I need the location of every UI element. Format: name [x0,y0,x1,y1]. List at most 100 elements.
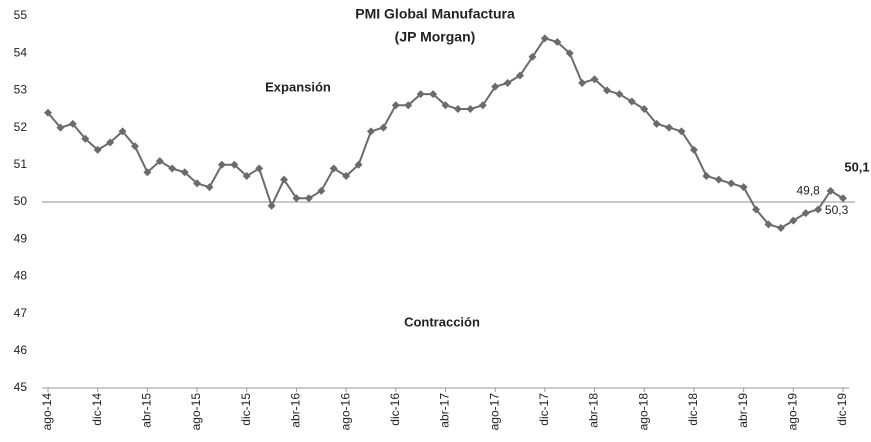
marker [342,171,351,180]
marker [143,168,152,177]
marker [689,145,698,154]
x-tick-label: abr-16 [289,393,303,428]
x-tick-label: abr-18 [587,393,601,428]
marker [615,90,624,99]
marker [565,49,574,58]
y-tick-label: 52 [14,120,28,134]
y-tick-label: 50 [14,194,28,208]
marker [391,101,400,110]
y-tick-label: 48 [14,269,28,283]
marker [155,157,164,166]
marker [665,123,674,132]
marker [503,78,512,87]
marker [68,119,77,128]
marker [329,164,338,173]
x-tick-label: dic-14 [90,393,104,426]
marker [627,97,636,106]
marker [739,183,748,192]
marker [752,205,761,214]
marker [839,194,847,203]
y-tick-label: 49 [14,231,28,245]
annotation: Expansión [265,79,331,94]
marker [379,123,388,132]
marker [56,123,65,132]
y-tick-label: 47 [14,306,28,320]
chart-title: PMI Global Manufactura [355,6,515,22]
marker [590,75,599,84]
data-label: 49,8 [796,184,820,198]
marker [180,168,189,177]
line [47,37,844,230]
marker [702,171,711,180]
marker [106,138,115,147]
y-tick-label: 53 [14,83,28,97]
x-tick-label: dic-19 [835,393,849,426]
marker [764,220,773,229]
marker [429,90,438,99]
x-tick-label: dic-18 [686,393,700,426]
marker [727,179,736,188]
x-tick-label: ago-16 [338,393,352,431]
x-tick-label: dic-17 [537,393,551,426]
marker [714,175,723,184]
marker [404,101,413,110]
marker [118,127,127,136]
marker [217,160,226,169]
marker [292,194,301,203]
y-tick-label: 45 [14,380,28,394]
marker [553,38,562,47]
marker [640,105,649,113]
marker [317,186,326,195]
marker [205,183,214,192]
x-tick-label: abr-17 [438,393,452,428]
y-tick-label: 51 [14,157,28,171]
x-tick-label: dic-16 [388,393,402,426]
marker [81,134,90,143]
marker [491,82,500,91]
y-tick-label: 55 [14,8,28,22]
x-tick-label: ago-19 [785,393,799,431]
marker [528,52,537,61]
marker [242,171,251,180]
marker [354,160,363,169]
marker [801,209,810,218]
marker [416,90,425,99]
data-label: 50,1 [844,160,869,175]
marker [93,145,102,154]
x-tick-label: ago-15 [189,393,203,431]
marker [466,105,475,113]
data-label: 50,3 [825,203,849,217]
marker [441,101,450,110]
x-tick-label: ago-17 [487,393,501,431]
marker [193,179,202,188]
marker [578,78,587,87]
marker [478,101,487,110]
y-tick-label: 54 [14,45,28,59]
x-tick-label: ago-18 [636,393,650,431]
marker [814,205,823,214]
marker [453,105,462,113]
marker [255,164,264,173]
marker [789,216,798,225]
marker [130,142,139,151]
y-tick-label: 46 [14,343,28,357]
marker [826,186,835,195]
marker [267,201,276,210]
marker [304,194,313,203]
x-tick-label: abr-19 [736,393,750,428]
marker [280,175,289,184]
marker [677,127,686,136]
annotation: Contracción [404,314,480,329]
marker [516,71,525,80]
marker [540,34,549,43]
marker [366,127,375,136]
marker [602,86,611,95]
marker [776,224,785,233]
x-tick-label: dic-15 [239,393,253,426]
marker [168,164,177,173]
marker [230,160,239,169]
chart-subtitle: (JP Morgan) [395,29,476,45]
x-tick-label: abr-15 [140,393,154,428]
marker [652,119,661,128]
